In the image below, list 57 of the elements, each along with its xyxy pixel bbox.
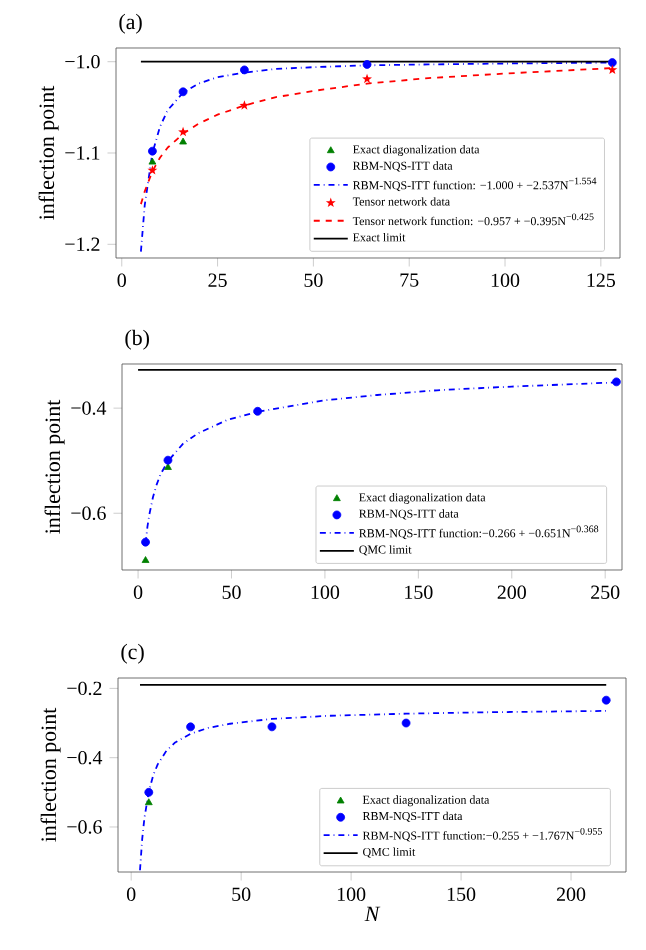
point: [179, 137, 187, 145]
point: [612, 377, 621, 387]
point: [239, 100, 250, 110]
x-tick-label: 50: [222, 585, 241, 599]
point: [178, 87, 188, 97]
x-tick-label: 0: [117, 273, 126, 287]
x-tick-label: 75: [400, 273, 419, 287]
x-tick-label: 25: [208, 273, 227, 287]
point: [148, 157, 157, 165]
x-tick-label: 150: [447, 887, 476, 901]
x-tick-label: 50: [304, 273, 323, 287]
point: [607, 64, 618, 75]
point: [601, 695, 611, 705]
point: [144, 787, 154, 797]
chart-title: (a): [119, 13, 142, 34]
y-tick-label: −1.1: [65, 146, 100, 160]
x-axis-title: N: [364, 906, 381, 922]
x-tick-label: 250: [591, 585, 620, 599]
point: [607, 58, 617, 67]
y-tick-label: −0.2: [67, 681, 102, 696]
y-axis-title: inflection point: [44, 399, 65, 534]
point: [163, 455, 173, 465]
x-tick-label: 150: [405, 585, 433, 599]
point: [186, 722, 195, 732]
point: [362, 60, 372, 69]
y-tick-label: −0.4: [71, 401, 107, 415]
y-tick-label: −1.2: [65, 237, 100, 252]
x-tick-label: 100: [337, 887, 366, 901]
x-tick-label: 0: [133, 585, 143, 599]
x-tick-label: 200: [497, 585, 526, 599]
point: [148, 146, 157, 156]
point: [147, 165, 158, 175]
y-tick-label: −0.6: [71, 506, 106, 521]
x-tick-label: 0: [126, 887, 136, 901]
point: [144, 798, 153, 806]
point: [141, 556, 150, 563]
x-tick-label: 200: [556, 887, 586, 901]
point: [240, 65, 249, 75]
point: [178, 126, 188, 137]
y-axis-title: inflection point: [38, 85, 59, 220]
x-tick-label: 100: [311, 585, 340, 599]
line-series: [139, 710, 608, 872]
point: [253, 406, 263, 416]
point: [401, 718, 411, 728]
point: [267, 722, 277, 732]
x-tick-label: 125: [587, 273, 616, 287]
chart-title: (c): [121, 643, 144, 664]
x-tick-label: 50: [232, 887, 251, 901]
y-tick-label: −1.0: [65, 54, 100, 69]
point: [362, 73, 372, 84]
point: [141, 537, 150, 547]
point: [164, 463, 172, 470]
y-axis-title: inflection point: [40, 707, 61, 842]
x-tick-label: 100: [491, 273, 520, 287]
y-tick-label: −0.4: [67, 750, 103, 765]
y-tick-label: −0.6: [67, 820, 102, 834]
chart-title: (b): [125, 329, 149, 350]
